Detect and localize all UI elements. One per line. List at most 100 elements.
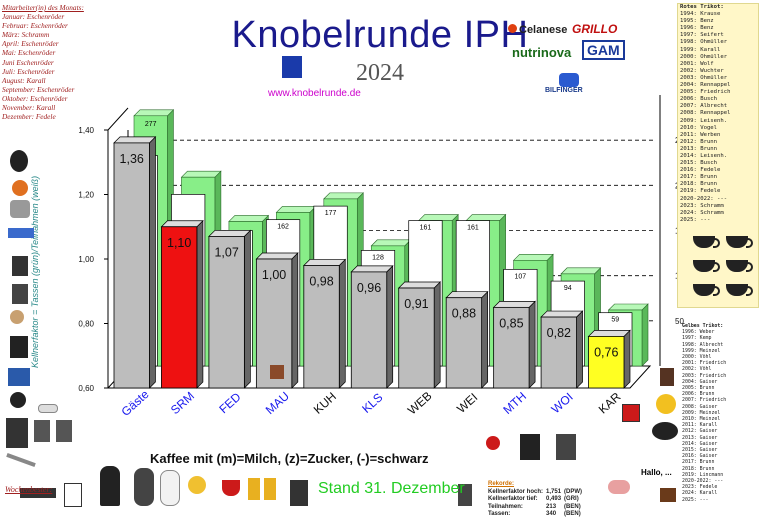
kellnerfaktor-bar: [540, 316, 577, 389]
list-item: 1999: Meinzel: [682, 347, 721, 354]
table-row: Kellnerfaktor hoch: 1,751 (DPW): [488, 488, 583, 495]
kellnerfaktor-bar-side: [481, 290, 488, 389]
employee-of-month-list: Mitarbeiter(in) des Monats: Januar: Esch…: [2, 3, 114, 121]
coffee-cup-icon: [726, 284, 753, 296]
figure-icon: [10, 310, 24, 324]
kellnerfaktor-bar-top: [540, 310, 584, 318]
beer-icon: [264, 478, 276, 500]
list-item: Oktober: Eschenröder: [2, 93, 68, 103]
tassen-bar-top: [370, 239, 412, 247]
list-item: 1994: Krause: [680, 11, 721, 18]
kellnerfaktor-bar-side: [196, 219, 204, 389]
list-item: Januar: Eschenröder: [2, 12, 65, 22]
list-item: 2012: Brunn: [680, 138, 718, 145]
tassen-bar-top: [228, 215, 270, 222]
figure-icon: [100, 466, 120, 506]
card-icon: [64, 483, 82, 507]
teilnahmen-value-label: 107: [515, 273, 527, 280]
pig-icon: [608, 480, 630, 494]
kellnerfaktor-bar-top: [255, 252, 299, 260]
list-item: 2008: Rennappel: [680, 110, 731, 117]
employee-of-month-heading: Mitarbeiter(in) des Monats:: [2, 3, 84, 12]
gift-icon: [622, 404, 640, 422]
list-item: 2018: Brunn: [680, 181, 718, 188]
kellnerfaktor-bar-top: [587, 330, 631, 337]
list-item: 1998: Ohmüller: [680, 39, 728, 46]
list-item: 2001: Friedrich: [682, 360, 727, 367]
list-item: 2004: Rennappel: [680, 82, 731, 89]
kellnerfaktor-value-label: 0,88: [452, 307, 476, 321]
bird-icon: [10, 392, 26, 408]
list-item: 2000: Vöhl: [682, 354, 712, 361]
coffee-legend-text: Kaffee mit (m)=Milch, (z)=Zucker, (-)=sc…: [150, 451, 429, 466]
kellnerfaktor-bar-top: [302, 259, 347, 266]
list-item: 2015: Busch: [680, 160, 718, 167]
teilnahmen-value-label: 177: [325, 210, 337, 217]
left-axis-tick-label: 0,60: [78, 384, 94, 393]
figure-icon: [458, 484, 472, 506]
table-row: Teilnahmen: 213 (BEN): [488, 503, 581, 510]
figure-icon: [10, 336, 28, 358]
cake-icon: [660, 488, 676, 502]
knobel-logo: [282, 56, 302, 78]
gam-logo: GAM: [582, 40, 625, 60]
face-icon: [12, 180, 28, 196]
list-item: 2013: Gaiser: [682, 434, 718, 441]
kellnerfaktor-bar-side: [576, 310, 583, 389]
list-item: 2016: Gaiser: [682, 453, 718, 460]
kellnerfaktor-bar: [398, 287, 435, 389]
kellnerfaktor-bar-side: [433, 281, 441, 389]
list-item: 2015: Gaiser: [682, 447, 718, 454]
kellnerfaktor-value-label: 0,91: [404, 297, 428, 311]
kellnerfaktor-value-label: 1,00: [262, 268, 286, 282]
y-axis-title: Kellnerfaktor = Tassen (grün)/Teilnahmen…: [30, 175, 40, 368]
list-item: 2023: Schramm: [680, 202, 724, 209]
coffee-cup-icon: [726, 236, 753, 248]
list-item: 2018: Brunn: [682, 465, 715, 472]
website-link[interactable]: www.knobelrunde.de: [268, 88, 361, 99]
kellnerfaktor-bar: [493, 306, 530, 389]
list-item: 2009: Leisenh.: [680, 117, 728, 124]
kellnerfaktor-bar: [208, 236, 245, 389]
kellnerfaktor-value-label: 0,96: [357, 281, 381, 295]
rose-icon: [486, 436, 500, 450]
face-icon: [10, 150, 28, 172]
tassen-bar-top: [418, 214, 459, 221]
kellnerfaktor-bar: [350, 271, 388, 389]
tassen-bar-top: [607, 303, 649, 311]
coffee-cup-icon: [693, 284, 720, 296]
list-item: August: Karall: [2, 75, 46, 85]
tassen-bar-top: [323, 192, 364, 200]
list-item: 2008: Gaiser: [682, 403, 718, 410]
list-item: 2024: Karall: [682, 490, 718, 497]
grillo-logo: GRILLO: [572, 22, 618, 36]
category-label: MAU: [263, 389, 292, 417]
kellnerfaktor-bar: [303, 265, 340, 389]
list-item: 2005: Brunn: [682, 385, 715, 392]
celanese-logo: Celanese: [508, 24, 567, 36]
figure-icon: [290, 480, 308, 506]
list-item: Februar: Eschenröder: [2, 21, 68, 31]
kellnerfaktor-bar: [113, 142, 150, 389]
list-item: Juni Eschenröder: [2, 57, 54, 67]
smiley-icon: [656, 394, 676, 414]
list-item: 2010: Meinzel: [682, 416, 721, 423]
category-label: FED: [216, 390, 243, 417]
tassen-bar-top: [465, 214, 507, 221]
list-item: 1995: Benz: [680, 18, 714, 25]
category-label: MTH: [500, 389, 529, 417]
kellnerfaktor-value-label: 0,76: [594, 345, 618, 359]
teilnahmen-value-label: 59: [611, 317, 619, 324]
tassen-bar-side: [641, 303, 649, 367]
kellnerfaktor-bar-side: [623, 329, 631, 389]
bone-icon: [38, 404, 58, 413]
list-item: 1997: Kemp: [682, 335, 712, 342]
pot-icon: [10, 200, 30, 218]
category-label: KUH: [311, 389, 339, 416]
teilnahmen-value-label: 161: [420, 225, 432, 232]
kellnerfaktor-value-label: 1,10: [167, 236, 191, 250]
coffee-cup-icon: [693, 236, 720, 248]
list-item: 2006: Brunn: [682, 391, 715, 398]
category-label: Gäste: [118, 387, 151, 419]
